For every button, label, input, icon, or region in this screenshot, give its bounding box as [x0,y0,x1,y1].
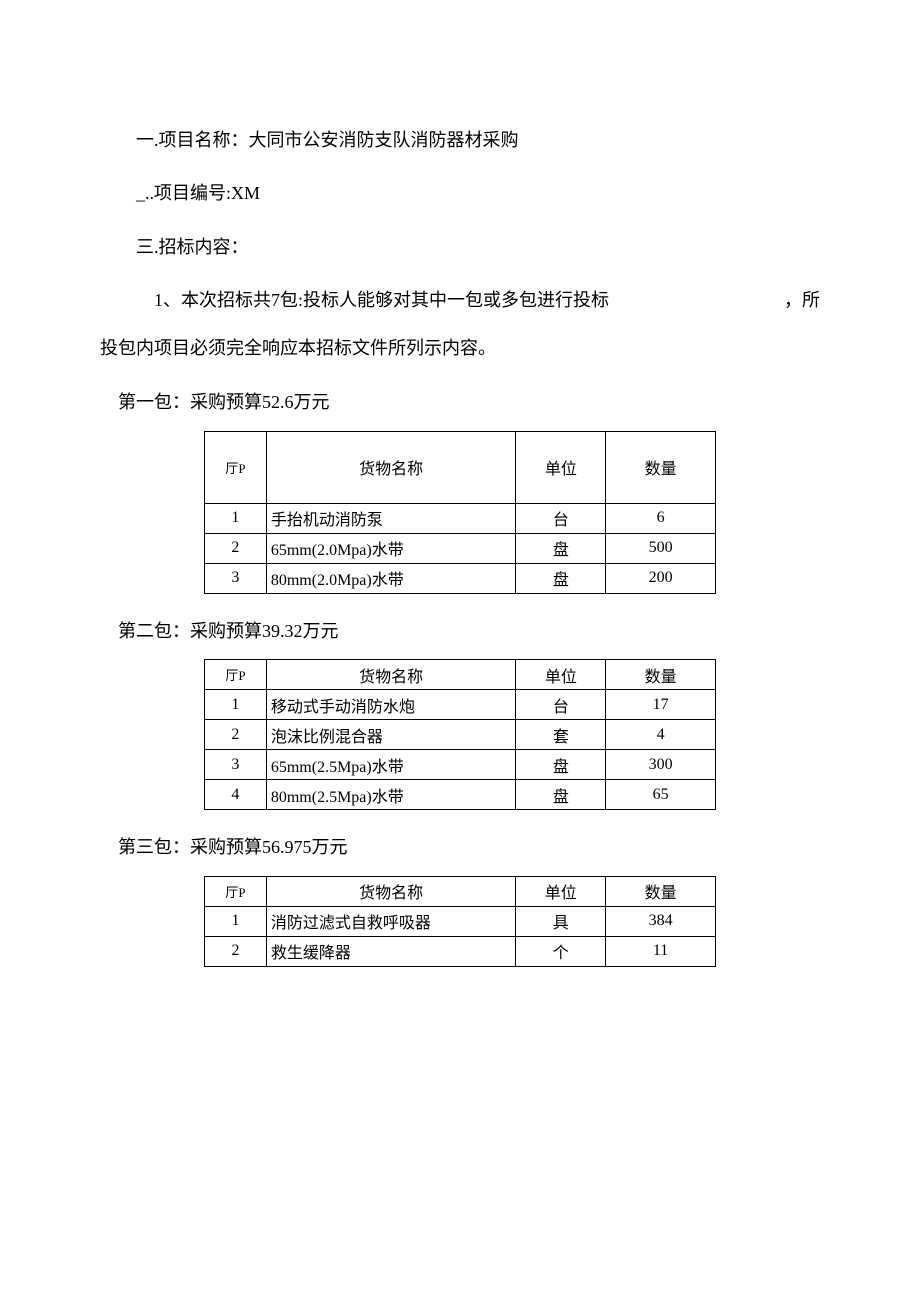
cell-unit: 具 [516,906,606,936]
header-unit: 单位 [516,876,606,906]
table-row: 4 80mm(2.5Mpa)水带 盘 65 [205,780,716,810]
cell-serial: 1 [205,503,267,533]
table-row: 1 移动式手动消防水炮 台 17 [205,690,716,720]
cell-name: 65mm(2.5Mpa)水带 [266,750,516,780]
header-serial: 厅P [205,876,267,906]
project-name-line: 一.项目名称：大同市公安消防支队消防器材采购 [100,120,820,161]
table-row: 3 80mm(2.0Mpa)水带 盘 200 [205,563,716,593]
cell-name: 手抬机动消防泵 [266,503,516,533]
cell-qty: 500 [606,533,716,563]
package3-table: 厅P 货物名称 单位 数量 1 消防过滤式自救呼吸器 具 384 2 救生缓降器… [204,876,716,967]
header-serial: 厅P [205,660,267,690]
cell-serial: 4 [205,780,267,810]
cell-name: 80mm(2.0Mpa)水带 [266,563,516,593]
header-unit: 单位 [516,431,606,503]
table-row: 3 65mm(2.5Mpa)水带 盘 300 [205,750,716,780]
cell-serial: 1 [205,690,267,720]
cell-unit: 盘 [516,563,606,593]
table-header-row: 厅P 货物名称 单位 数量 [205,876,716,906]
header-unit: 单位 [516,660,606,690]
cell-serial: 3 [205,750,267,780]
cell-unit: 台 [516,503,606,533]
cell-serial: 2 [205,533,267,563]
cell-serial: 3 [205,563,267,593]
cell-name: 移动式手动消防水炮 [266,690,516,720]
cell-qty: 11 [606,936,716,966]
bid-content-line2: 投包内项目必须完全响应本招标文件所列示内容。 [100,328,820,369]
package2-title: 第二包：采购预算39.32万元 [100,612,820,652]
header-name: 货物名称 [266,876,515,906]
header-name: 货物名称 [266,660,516,690]
bid-content-title: 三.招标内容： [100,227,820,268]
cell-name: 救生缓降器 [266,936,515,966]
cell-qty: 17 [606,690,716,720]
header-serial: 厅P [205,431,267,503]
header-name: 货物名称 [266,431,516,503]
header-qty: 数量 [606,431,716,503]
table-row: 2 65mm(2.0Mpa)水带 盘 500 [205,533,716,563]
package1-title: 第一包：采购预算52.6万元 [100,383,820,423]
package1-table: 厅P 货物名称 单位 数量 1 手抬机动消防泵 台 6 2 65mm(2.0Mp… [204,431,716,594]
bid-content-line1: 1、本次招标共7包:投标人能够对其中一包或多包进行投标 ，所 [100,280,820,321]
table-row: 1 手抬机动消防泵 台 6 [205,503,716,533]
cell-unit: 套 [516,720,606,750]
cell-serial: 2 [205,720,267,750]
cell-unit: 个 [516,936,606,966]
cell-qty: 300 [606,750,716,780]
package2-table: 厅P 货物名称 单位 数量 1 移动式手动消防水炮 台 17 2 泡沫比例混合器… [204,659,716,810]
cell-name: 80mm(2.5Mpa)水带 [266,780,516,810]
cell-unit: 盘 [516,750,606,780]
table-header-row: 厅P 货物名称 单位 数量 [205,431,716,503]
table-header-row: 厅P 货物名称 单位 数量 [205,660,716,690]
cell-unit: 盘 [516,780,606,810]
table-row: 1 消防过滤式自救呼吸器 具 384 [205,906,716,936]
header-qty: 数量 [606,660,716,690]
cell-qty: 6 [606,503,716,533]
cell-name: 65mm(2.0Mpa)水带 [266,533,516,563]
cell-unit: 台 [516,690,606,720]
cell-name: 泡沫比例混合器 [266,720,516,750]
bid-line1-right: ，所 [784,280,820,321]
cell-name: 消防过滤式自救呼吸器 [266,906,515,936]
header-qty: 数量 [606,876,716,906]
package3-title: 第三包：采购预算56.975万元 [100,828,820,868]
table-row: 2 救生缓降器 个 11 [205,936,716,966]
project-number-line: _..项目编号:XM [100,173,820,214]
cell-qty: 384 [606,906,716,936]
cell-qty: 200 [606,563,716,593]
cell-serial: 2 [205,936,267,966]
table-row: 2 泡沫比例混合器 套 4 [205,720,716,750]
bid-line1-left: 1、本次招标共7包:投标人能够对其中一包或多包进行投标 [100,280,609,321]
cell-unit: 盘 [516,533,606,563]
cell-serial: 1 [205,906,267,936]
cell-qty: 65 [606,780,716,810]
cell-qty: 4 [606,720,716,750]
